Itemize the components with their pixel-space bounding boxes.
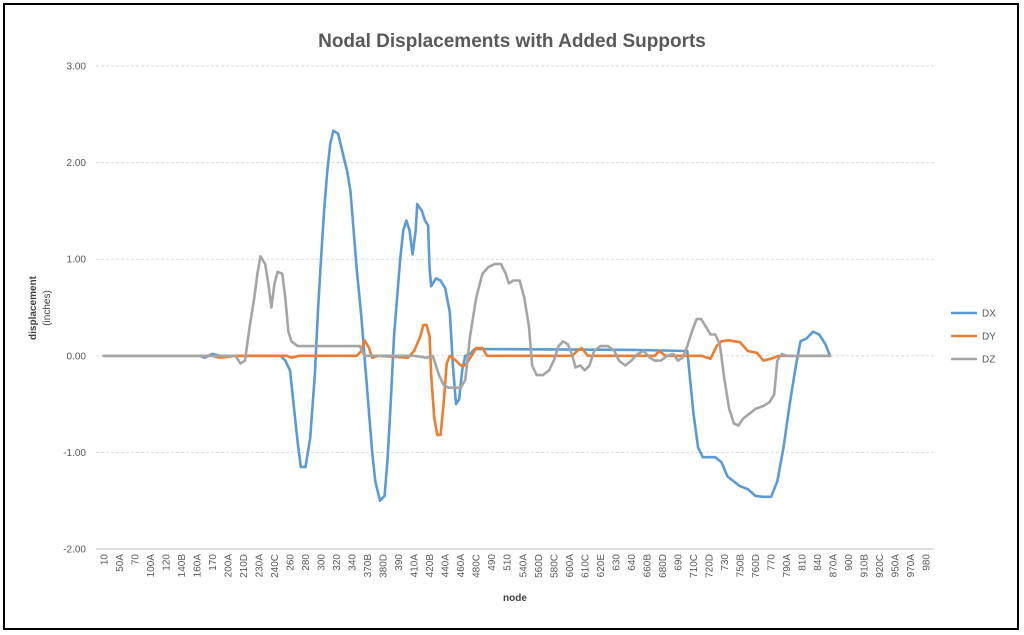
x-tick-label: 730: [720, 554, 731, 571]
x-tick-label: 510: [503, 554, 514, 571]
x-tick-label: 100A: [146, 554, 157, 578]
x-tick-label: 920C: [875, 554, 886, 578]
x-tick-label: 660B: [642, 554, 653, 578]
x-tick-label: 840: [813, 554, 824, 571]
x-tick-label: 770: [767, 554, 778, 571]
x-tick-label: 280: [301, 554, 312, 571]
x-tick-label: 760D: [751, 554, 762, 578]
x-tick-label: 410A: [410, 554, 421, 578]
x-tick-label: 790A: [782, 554, 793, 578]
x-tick-label: 10: [99, 554, 110, 566]
x-tick-label: 630: [611, 554, 622, 571]
x-tick-labels: 10 50A 70 100A 120 140B 160A 170 200A 210D 230A 240…: [96, 548, 934, 578]
x-tick-label: 160A: [192, 554, 203, 578]
x-tick-label: 420B: [425, 554, 436, 578]
x-tick-label: 140B: [177, 554, 188, 578]
x-tick-label: 560D: [534, 554, 545, 578]
series-line-dy: [102, 323, 832, 437]
y-tick-label: 0.00: [67, 351, 87, 362]
x-tick-label: 710C: [689, 554, 700, 578]
legend-label-dz: DZ: [982, 355, 995, 366]
x-tick-label: 680D: [658, 554, 669, 578]
x-tick-label: 200A: [223, 554, 234, 578]
y-tick-label: 1.00: [67, 255, 87, 266]
x-tick-label: 610C: [580, 554, 591, 578]
chart-frame: [3, 3, 1019, 630]
y-axis-unit: (inches): [42, 290, 53, 326]
x-tick-label: 240C: [270, 554, 281, 578]
y-tick-label: -2.00: [63, 545, 86, 556]
x-tick-label: 720D: [704, 554, 715, 578]
x-tick-label: 480C: [472, 554, 483, 578]
x-tick-label: 320: [332, 554, 343, 571]
x-tick-label: 910B: [860, 554, 871, 578]
x-tick-label: 950A: [891, 554, 902, 578]
x-tick-label: 340: [348, 554, 359, 571]
series-line-dx: [102, 129, 832, 502]
legend: DX DY DZ: [951, 309, 996, 366]
legend-label-dx: DX: [982, 309, 996, 320]
x-tick-label: 640: [627, 554, 638, 571]
x-tick-label: 260: [285, 554, 296, 571]
x-tick-label: 750B: [736, 554, 747, 578]
x-tick-label: 370B: [363, 554, 374, 578]
x-tick-label: 390: [394, 554, 405, 571]
legend-label-dy: DY: [982, 332, 996, 343]
x-tick-label: 980: [922, 554, 933, 571]
x-tick-label: 380D: [379, 554, 390, 578]
x-tick-label: 540A: [518, 554, 529, 578]
x-tick-label: 810: [798, 554, 809, 571]
x-tick-label: 870A: [829, 554, 840, 578]
x-tick-label: 970A: [906, 554, 917, 578]
series-line-dz: [102, 255, 832, 427]
x-tick-label: 210D: [239, 554, 250, 578]
x-axis-title: node: [503, 593, 527, 604]
x-tick-label: 230A: [254, 554, 265, 578]
x-tick-label: 120: [161, 554, 172, 571]
series-lines: [102, 129, 832, 502]
x-tick-label: 170: [208, 554, 219, 571]
gridlines: [96, 65, 934, 550]
chart-title: Nodal Displacements with Added Supports: [318, 31, 706, 52]
y-tick-label: 3.00: [67, 62, 87, 73]
x-tick-label: 620E: [596, 554, 607, 578]
x-tick-label: 690: [673, 554, 684, 571]
x-tick-label: 440A: [441, 554, 452, 578]
x-tick-label: 490: [487, 554, 498, 571]
y-tick-label: 2.00: [67, 158, 87, 169]
y-tick-labels: 3.00 2.00 1.00 0.00 -1.00 -2.00: [63, 62, 86, 556]
x-tick-label: 580C: [549, 554, 560, 578]
x-tick-label: 600A: [565, 554, 576, 578]
x-tick-label: 900: [844, 554, 855, 571]
x-tick-label: 70: [130, 554, 141, 566]
y-tick-label: -1.00: [63, 448, 86, 459]
x-tick-label: 460A: [456, 554, 467, 578]
x-tick-label: 300: [317, 554, 328, 571]
x-tick-label: 50A: [115, 554, 126, 572]
y-axis-title: displacement: [28, 275, 39, 340]
